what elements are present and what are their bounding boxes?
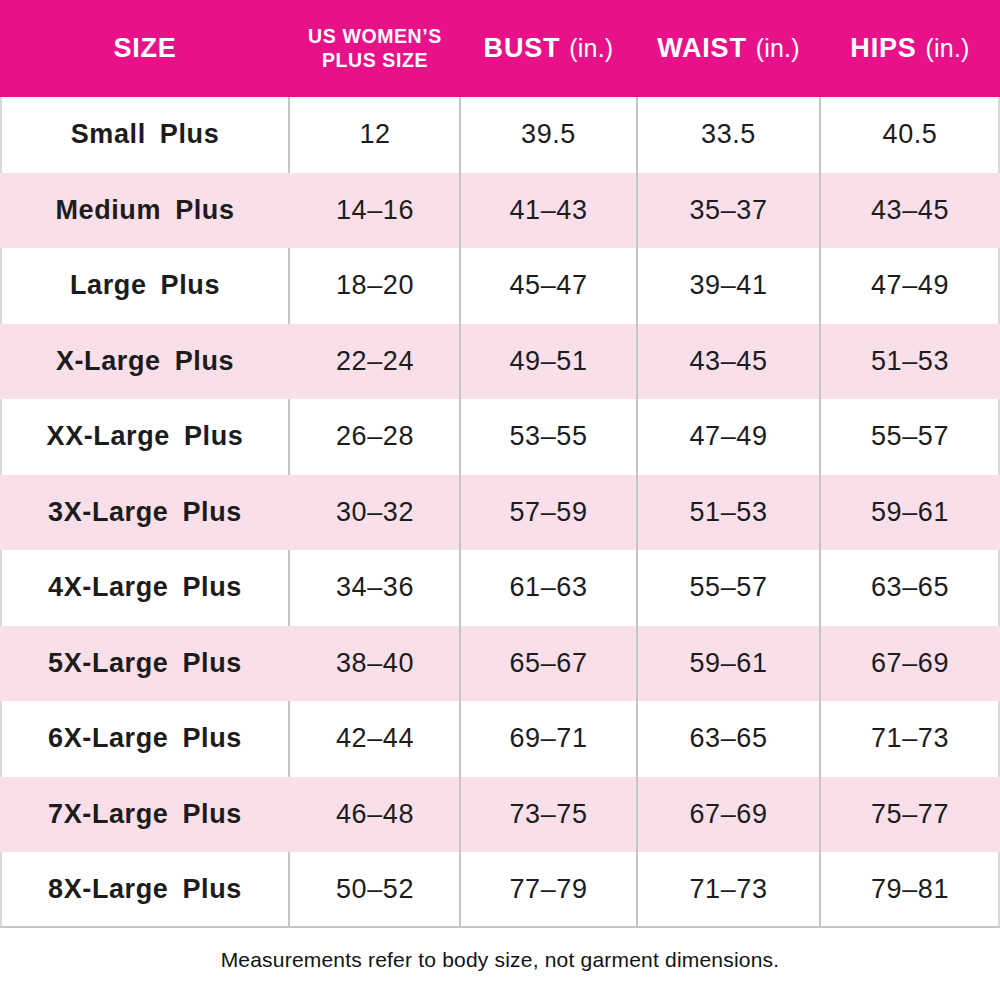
waist-cell: 43–45 — [637, 324, 820, 400]
us-plus-size-cell: 30–32 — [290, 475, 460, 551]
size-chart: SIZE US WOMEN’S PLUS SIZE BUST (in.) WAI… — [0, 0, 1000, 1000]
hips-cell: 55–57 — [820, 399, 1000, 475]
header-cell-waist: WAIST (in.) — [637, 0, 820, 97]
table-row: 7X-Large Plus 46–48 73–75 67–69 75–77 — [0, 777, 1000, 853]
table-row: XX-Large Plus 26–28 53–55 47–49 55–57 — [0, 399, 1000, 475]
us-plus-size-cell: 42–44 — [290, 701, 460, 777]
size-cell: 4X-Large Plus — [0, 550, 290, 626]
us-plus-size-cell: 46–48 — [290, 777, 460, 853]
us-plus-size-column-label: US WOMEN’S PLUS SIZE — [294, 25, 456, 73]
size-cell: 6X-Large Plus — [0, 701, 290, 777]
bust-cell: 57–59 — [460, 475, 637, 551]
bust-cell: 41–43 — [460, 173, 637, 249]
size-cell: Small Plus — [0, 97, 290, 173]
bust-cell: 45–47 — [460, 248, 637, 324]
hips-cell: 40.5 — [820, 97, 1000, 173]
hips-column-label: HIPS — [850, 33, 916, 64]
table-row: 5X-Large Plus 38–40 65–67 59–61 67–69 — [0, 626, 1000, 702]
table-header-row: SIZE US WOMEN’S PLUS SIZE BUST (in.) WAI… — [0, 0, 1000, 97]
us-plus-size-cell: 26–28 — [290, 399, 460, 475]
us-plus-size-cell: 12 — [290, 97, 460, 173]
size-cell: XX-Large Plus — [0, 399, 290, 475]
waist-cell: 39–41 — [637, 248, 820, 324]
hips-unit-label: (in.) — [926, 34, 970, 63]
size-cell: 5X-Large Plus — [0, 626, 290, 702]
column-divider — [636, 97, 638, 928]
size-cell: X-Large Plus — [0, 324, 290, 400]
waist-cell: 67–69 — [637, 777, 820, 853]
table-row: 4X-Large Plus 34–36 61–63 55–57 63–65 — [0, 550, 1000, 626]
size-cell: 3X-Large Plus — [0, 475, 290, 551]
waist-cell: 47–49 — [637, 399, 820, 475]
table-row: X-Large Plus 22–24 49–51 43–45 51–53 — [0, 324, 1000, 400]
bust-cell: 73–75 — [460, 777, 637, 853]
header-cell-size: SIZE — [0, 0, 290, 97]
hips-cell: 59–61 — [820, 475, 1000, 551]
hips-cell: 71–73 — [820, 701, 1000, 777]
size-cell: 8X-Large Plus — [0, 852, 290, 928]
us-plus-size-cell: 34–36 — [290, 550, 460, 626]
bust-column-label: BUST — [484, 33, 561, 64]
bust-cell: 65–67 — [460, 626, 637, 702]
column-divider — [459, 97, 461, 928]
waist-cell: 33.5 — [637, 97, 820, 173]
column-divider — [819, 97, 821, 928]
bust-cell: 77–79 — [460, 852, 637, 928]
table-row: Small Plus 12 39.5 33.5 40.5 — [0, 97, 1000, 173]
us-plus-size-cell: 14–16 — [290, 173, 460, 249]
bust-cell: 49–51 — [460, 324, 637, 400]
table-row: Large Plus 18–20 45–47 39–41 47–49 — [0, 248, 1000, 324]
waist-cell: 51–53 — [637, 475, 820, 551]
hips-cell: 47–49 — [820, 248, 1000, 324]
table-row: 6X-Large Plus 42–44 69–71 63–65 71–73 — [0, 701, 1000, 777]
size-cell: Medium Plus — [0, 173, 290, 249]
us-plus-size-cell: 50–52 — [290, 852, 460, 928]
bust-cell: 61–63 — [460, 550, 637, 626]
us-plus-size-cell: 22–24 — [290, 324, 460, 400]
table-body: Small Plus 12 39.5 33.5 40.5 Medium Plus… — [0, 97, 1000, 928]
size-cell: Large Plus — [0, 248, 290, 324]
size-column-label: SIZE — [113, 33, 176, 64]
waist-cell: 63–65 — [637, 701, 820, 777]
hips-cell: 51–53 — [820, 324, 1000, 400]
waist-column-label: WAIST — [657, 33, 747, 64]
waist-unit-label: (in.) — [756, 34, 800, 63]
hips-cell: 43–45 — [820, 173, 1000, 249]
bust-cell: 53–55 — [460, 399, 637, 475]
header-cell-bust: BUST (in.) — [460, 0, 637, 97]
size-cell: 7X-Large Plus — [0, 777, 290, 853]
hips-cell: 67–69 — [820, 626, 1000, 702]
header-cell-hips: HIPS (in.) — [820, 0, 1000, 97]
waist-cell: 71–73 — [637, 852, 820, 928]
us-plus-size-cell: 38–40 — [290, 626, 460, 702]
table-row: 8X-Large Plus 50–52 77–79 71–73 79–81 — [0, 852, 1000, 928]
hips-cell: 75–77 — [820, 777, 1000, 853]
table-bottom-rule — [0, 926, 1000, 928]
footnote: Measurements refer to body size, not gar… — [0, 948, 1000, 972]
hips-cell: 79–81 — [820, 852, 1000, 928]
bust-cell: 69–71 — [460, 701, 637, 777]
waist-cell: 35–37 — [637, 173, 820, 249]
waist-cell: 59–61 — [637, 626, 820, 702]
waist-cell: 55–57 — [637, 550, 820, 626]
table-row: 3X-Large Plus 30–32 57–59 51–53 59–61 — [0, 475, 1000, 551]
us-plus-size-cell: 18–20 — [290, 248, 460, 324]
header-cell-us-plus-size: US WOMEN’S PLUS SIZE — [290, 0, 460, 97]
table-row: Medium Plus 14–16 41–43 35–37 43–45 — [0, 173, 1000, 249]
bust-cell: 39.5 — [460, 97, 637, 173]
hips-cell: 63–65 — [820, 550, 1000, 626]
bust-unit-label: (in.) — [569, 34, 613, 63]
